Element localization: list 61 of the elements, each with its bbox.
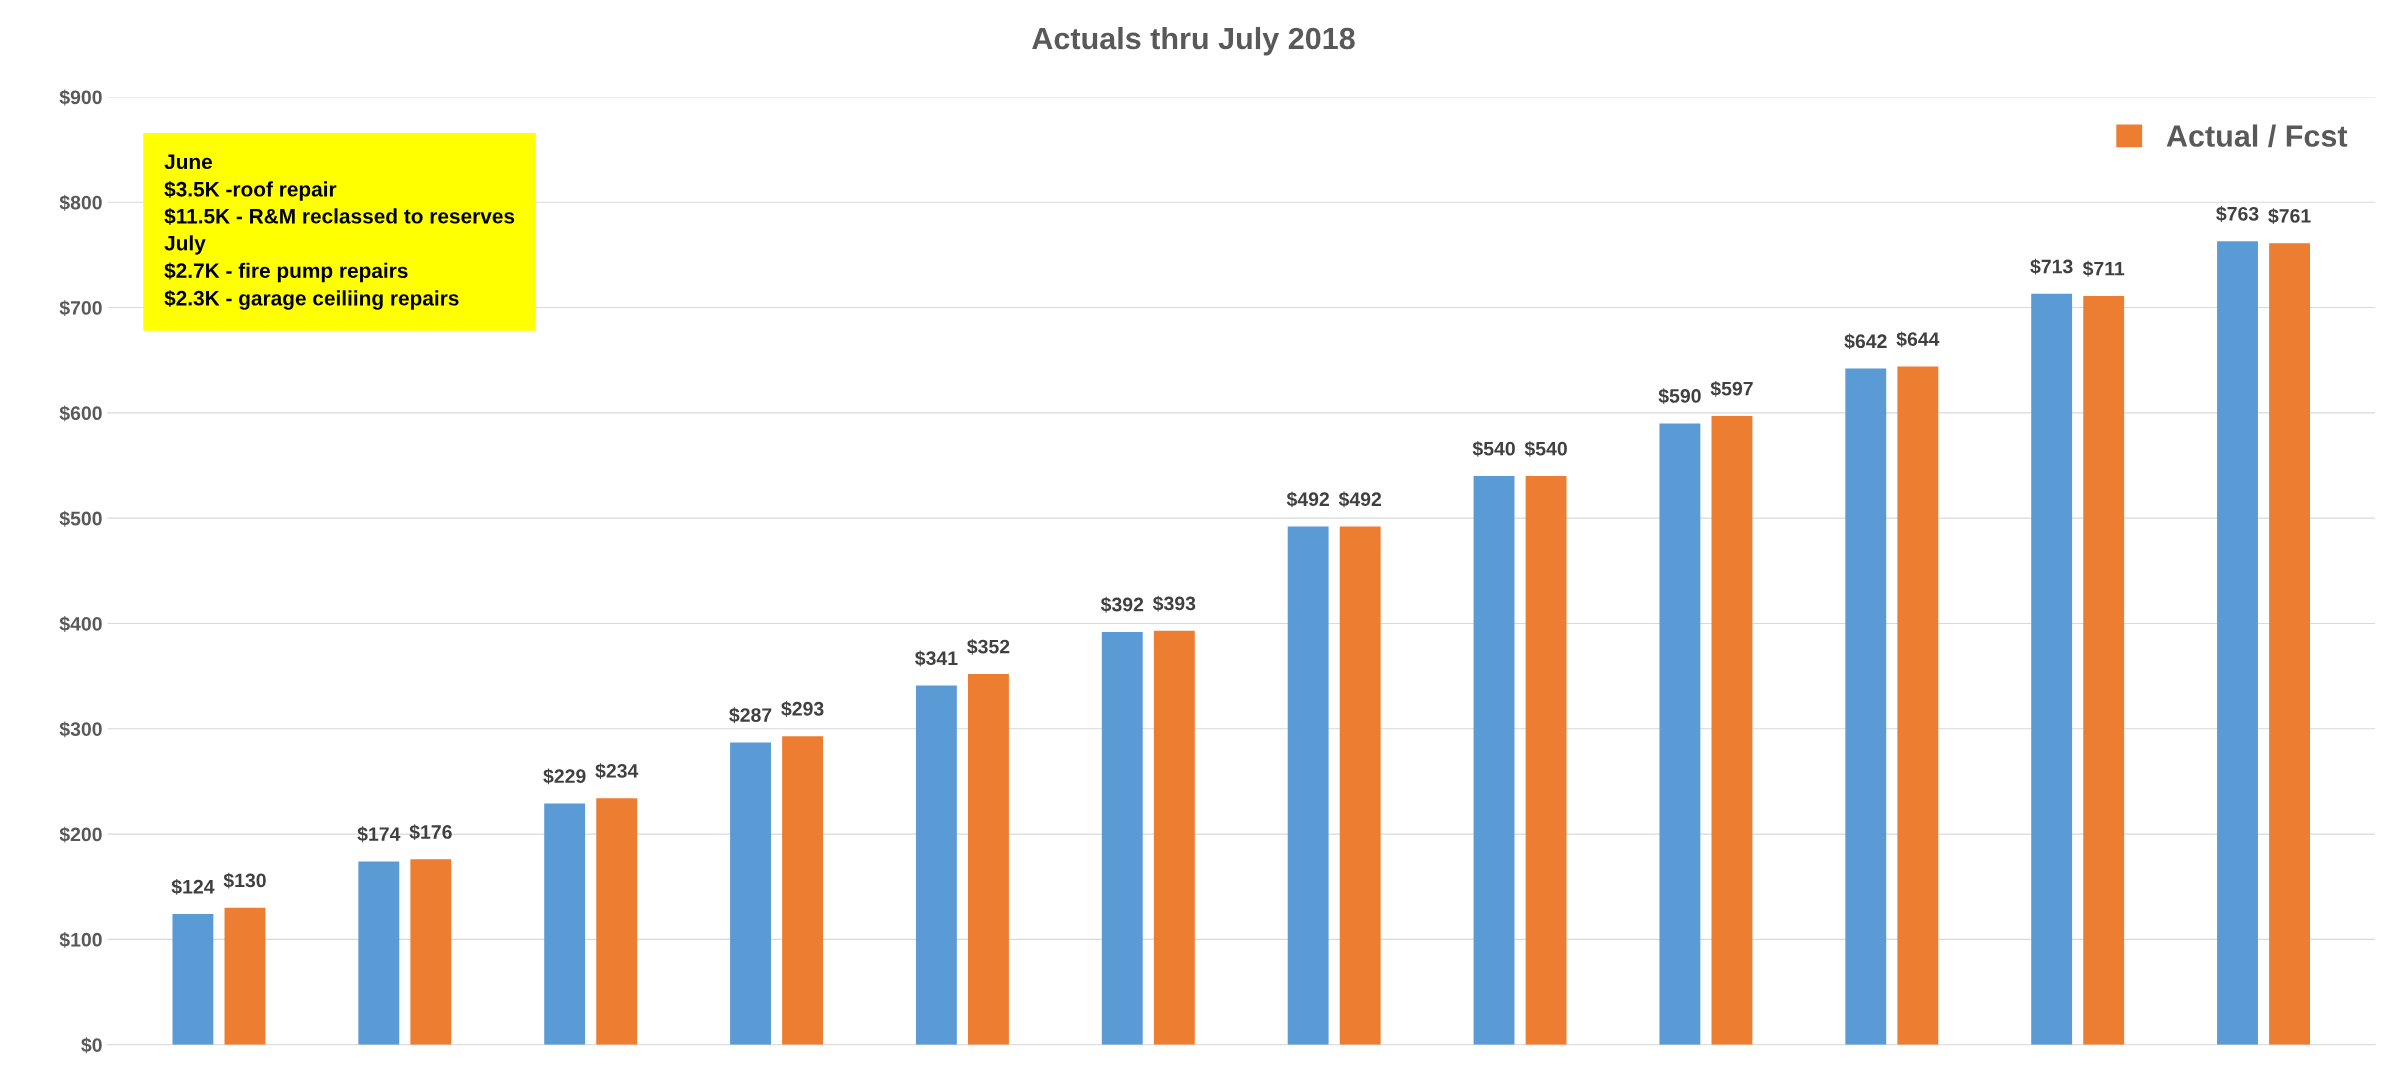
data-label: $492: [1338, 491, 1382, 508]
chart-title: Actuals thru July 2018: [1032, 26, 1355, 56]
bar: [224, 907, 266, 1045]
data-label: $642: [1844, 333, 1887, 350]
data-label: $130: [223, 872, 266, 889]
annotation: June $3.5K -roof repair $11.5K - R&M reclassed to reserves July $2.7K - fire pump repairs $2.3K - garage ceiliing repairs: [164, 154, 515, 310]
data-label: $713: [2030, 258, 2073, 275]
y-tick-label: $900: [59, 89, 102, 106]
data-label: $644: [1896, 331, 1940, 348]
data-label: $174: [357, 826, 401, 843]
data-label: $293: [781, 701, 824, 717]
bar: [410, 859, 452, 1045]
y-tick-label: $200: [59, 826, 102, 843]
bar: [1287, 526, 1329, 1045]
data-label: $492: [1286, 491, 1330, 508]
bar: [1473, 476, 1515, 1045]
data-label: $352: [967, 638, 1010, 655]
y-tick-label: $400: [59, 616, 102, 632]
bar: [1101, 631, 1143, 1045]
bar: [782, 736, 824, 1045]
data-label: $540: [1472, 440, 1515, 457]
y-tick-label: $100: [59, 932, 102, 948]
y-tick-label: $800: [59, 194, 102, 211]
data-label: $229: [543, 768, 586, 785]
data-label: $540: [1524, 440, 1567, 457]
bar: [172, 914, 214, 1045]
bar: [2269, 243, 2311, 1045]
y-tick-label: $600: [59, 405, 102, 422]
data-label: $392: [1100, 596, 1144, 613]
data-label: $124: [171, 878, 215, 895]
legend-label: Actual / Fcst: [2166, 124, 2348, 148]
y-tick-label: $500: [59, 510, 102, 527]
bar: [2031, 293, 2073, 1045]
bar: [2217, 241, 2258, 1045]
y-tick-label: $300: [59, 721, 102, 738]
bar: [1525, 476, 1567, 1045]
bar: [1153, 630, 1195, 1045]
data-label: $597: [1710, 380, 1753, 397]
data-label: $711: [2082, 260, 2125, 277]
bar: [1659, 423, 1701, 1045]
data-label: $287: [729, 707, 772, 724]
bar: [1845, 368, 1887, 1045]
bar: [730, 742, 771, 1045]
data-label: $234: [595, 763, 639, 780]
y-tick-label: $700: [59, 300, 102, 317]
bar: [2083, 295, 2125, 1045]
y-tick-label: $0: [81, 1037, 102, 1054]
bar: [1897, 366, 1939, 1045]
data-label: $763: [2216, 206, 2259, 222]
data-label: $176: [409, 824, 452, 841]
bar: [1711, 416, 1753, 1045]
bar: [915, 685, 957, 1045]
data-label: $341: [915, 650, 958, 667]
bar: [544, 803, 586, 1045]
bar: [358, 861, 400, 1045]
bar: [968, 674, 1009, 1045]
bar: [596, 798, 638, 1045]
bar: [1339, 526, 1381, 1045]
data-label: $761: [2268, 208, 2311, 225]
data-label: $590: [1658, 388, 1701, 405]
data-label: $393: [1152, 595, 1196, 612]
